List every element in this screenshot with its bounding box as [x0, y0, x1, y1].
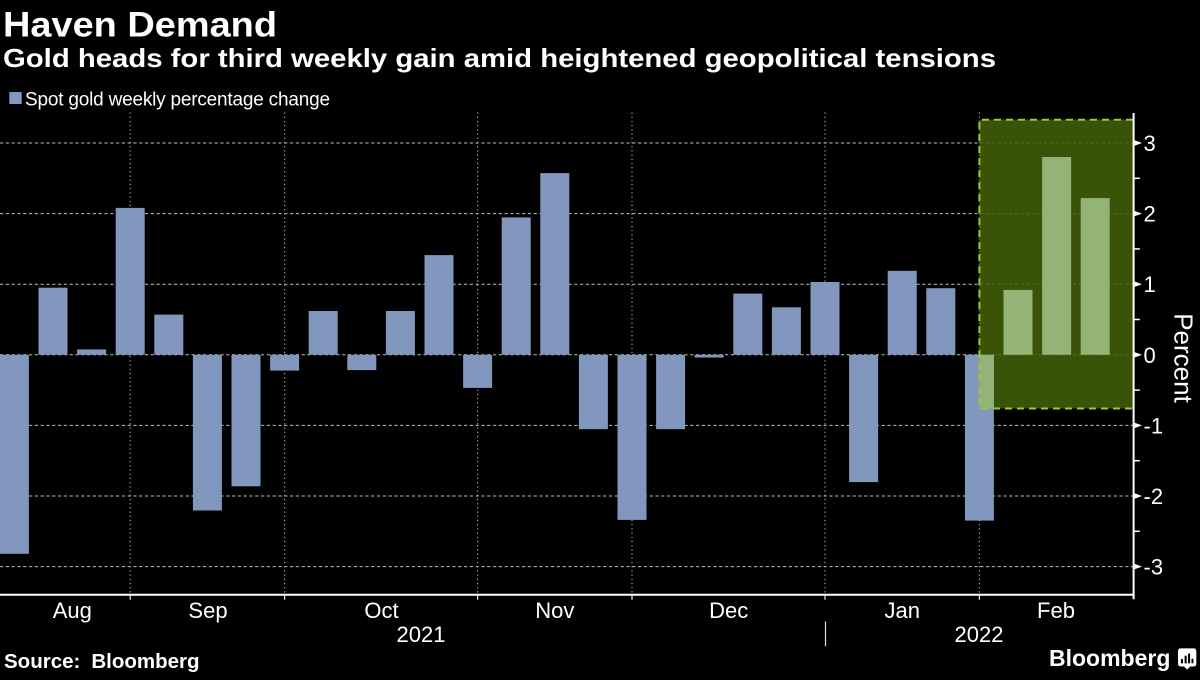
svg-text:Source:Bloomberg: Source: Bloomberg: [4, 650, 200, 673]
svg-text:Nov: Nov: [535, 598, 574, 623]
svg-text:Gold heads for third weekly ga: Gold heads for third weekly gain amid he…: [3, 43, 996, 73]
svg-text:Jan: Jan: [885, 598, 920, 623]
svg-text:0: 0: [1144, 343, 1156, 368]
svg-text:Spot gold weekly percentage ch: Spot gold weekly percentage change: [25, 90, 330, 111]
svg-text:Feb: Feb: [1037, 598, 1075, 623]
svg-text:Oct: Oct: [364, 598, 398, 623]
svg-text:Bloomberg: Bloomberg: [1049, 645, 1170, 671]
svg-text:-2: -2: [1144, 484, 1164, 509]
svg-text:1: 1: [1144, 272, 1156, 297]
svg-text:Sep: Sep: [188, 598, 227, 623]
svg-text:Aug: Aug: [53, 598, 92, 623]
svg-text:Haven Demand: Haven Demand: [3, 5, 277, 44]
svg-text:2: 2: [1144, 202, 1156, 227]
svg-text:2021: 2021: [397, 622, 446, 647]
svg-text:-1: -1: [1144, 413, 1164, 438]
svg-text:2022: 2022: [955, 622, 1004, 647]
svg-text:Percent: Percent: [1169, 313, 1199, 403]
svg-text:Dec: Dec: [709, 598, 748, 623]
svg-text:3: 3: [1144, 131, 1156, 156]
svg-text:-3: -3: [1144, 555, 1164, 580]
